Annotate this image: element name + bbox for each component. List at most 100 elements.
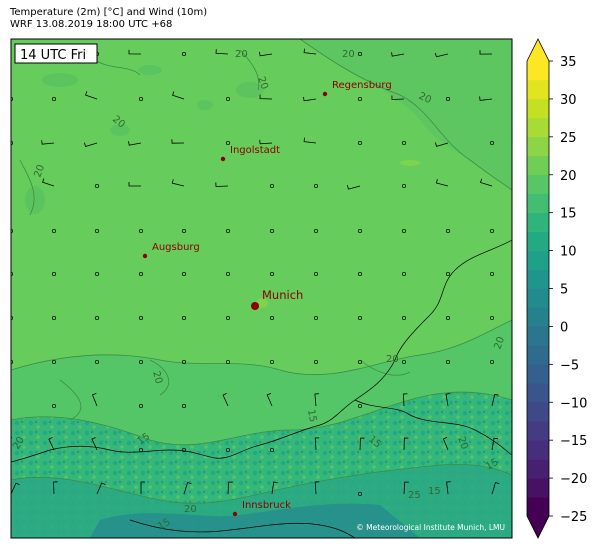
calm-wind-marker [94, 271, 100, 277]
city-label-augsburg: Augsburg [152, 242, 200, 253]
wind-barb [183, 481, 192, 495]
contour-label: 20 [255, 75, 270, 91]
wind-barb [128, 141, 142, 146]
calm-wind-marker [138, 96, 144, 102]
field-patch [256, 298, 268, 308]
calm-wind-marker [357, 96, 363, 102]
time-label-box: 14 UTC Fri [14, 43, 98, 64]
colorbar-segment [527, 136, 549, 157]
calm-wind-marker [138, 403, 144, 409]
city-marker-augsburg [142, 253, 148, 259]
wind-barb [314, 437, 320, 451]
wind-barb [303, 48, 317, 55]
calm-wind-marker [357, 359, 363, 365]
calm-wind-marker [489, 228, 495, 234]
calm-wind-marker [357, 315, 363, 321]
colorbar-max-arrow [527, 39, 549, 61]
wind-barb [259, 51, 273, 57]
field-north-east [300, 39, 512, 190]
colorbar-segment [527, 269, 549, 289]
calm-wind-marker [445, 315, 451, 321]
field-patch [197, 100, 213, 110]
calm-wind-marker [94, 183, 100, 189]
calm-wind-marker [445, 359, 451, 365]
calm-wind-marker [94, 359, 100, 365]
colorbar-tick: −25 [560, 510, 587, 525]
map-frame [10, 38, 513, 539]
wind-barb [128, 182, 141, 187]
wind-barb [435, 52, 449, 58]
calm-wind-marker [181, 271, 187, 277]
wind-barb [85, 91, 98, 100]
colorbar-tick: 30 [560, 93, 577, 108]
calm-wind-marker [181, 228, 187, 234]
wind-barb [222, 393, 229, 407]
calm-wind-marker [401, 228, 407, 234]
city-marker-munich [251, 302, 259, 310]
wind-barb [314, 393, 319, 407]
calm-wind-marker [357, 140, 363, 146]
calm-wind-marker [313, 228, 319, 234]
calm-wind-marker [269, 315, 275, 321]
colorbar-segment [527, 98, 549, 119]
calm-wind-marker [357, 491, 363, 497]
wind-barb [215, 182, 229, 187]
colorbar-tick: 35 [560, 55, 577, 70]
map-title: Temperature (2m) [°C] and Wind (10m) [10, 7, 208, 18]
calm-wind-marker [401, 183, 407, 189]
wind-barb [479, 50, 493, 55]
colorbar-segment [527, 79, 549, 100]
field-patch [400, 160, 420, 166]
calm-wind-marker [225, 359, 231, 365]
city-marker-regensburg [322, 91, 328, 97]
wind-barb [359, 437, 365, 451]
colorbar-segment [527, 231, 549, 251]
contour-label: 20 [342, 49, 355, 60]
calm-wind-marker [269, 228, 275, 234]
colorbar-tick: −20 [560, 472, 587, 487]
calm-wind-marker [225, 228, 231, 234]
contour-labels: 20 20 20 20 20 20 20 20 20 20 15 15 15 1… [11, 49, 507, 533]
colorbar-segment [527, 288, 549, 308]
calm-wind-marker [357, 51, 363, 57]
calm-wind-marker [357, 271, 363, 277]
credit-text: © Meteorological Institute Munich, LMU [356, 523, 505, 532]
contour-lines [11, 39, 512, 504]
wind-barb [215, 49, 229, 55]
wind-barb [42, 178, 55, 187]
contour-label: 25 [408, 490, 421, 501]
wind-barb [347, 185, 361, 190]
calm-wind-marker [313, 183, 319, 189]
wind-barb [259, 139, 273, 145]
calm-wind-marker [51, 315, 57, 321]
calm-wind-marker [51, 271, 57, 277]
colorbar-segment [527, 307, 549, 327]
calm-wind-marker [401, 315, 407, 321]
wind-barb [435, 179, 449, 187]
colorbar-tick: 0 [560, 320, 568, 335]
contour-label: 15 [428, 486, 441, 497]
wind-barb [91, 437, 98, 451]
wind-barb [271, 481, 278, 495]
wind-barb [403, 481, 409, 495]
wind-barb [128, 49, 142, 55]
calm-wind-marker [181, 315, 187, 321]
wind-barb [442, 437, 449, 451]
calm-wind-marker [401, 140, 407, 146]
colorbar-min-arrow [527, 516, 549, 538]
field-patch [25, 186, 45, 214]
wind-barb [479, 178, 493, 187]
colorbar-tick: −5 [560, 358, 579, 373]
calm-wind-marker [269, 183, 275, 189]
wind-barb [314, 481, 320, 495]
colorbar-tick: 5 [560, 283, 568, 298]
calm-wind-marker [445, 96, 451, 102]
field-patch [236, 82, 264, 98]
colorbar-segment [527, 117, 549, 138]
calm-wind-marker [357, 403, 363, 409]
calm-wind-marker [489, 271, 495, 277]
wind-barbs [11, 48, 500, 497]
colorbar-segment [527, 402, 549, 422]
wind-barb [41, 140, 55, 145]
